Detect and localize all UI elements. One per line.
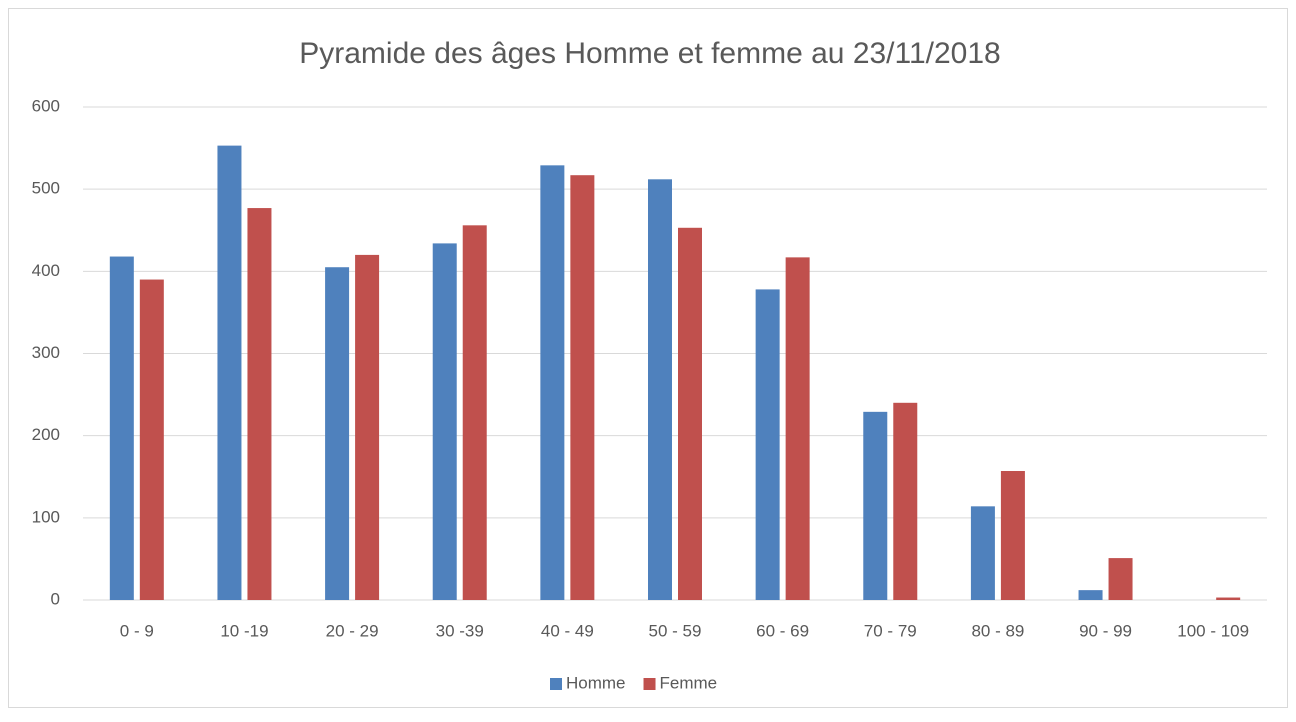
x-tick-label: 30 -39 [436, 621, 484, 640]
bar [139, 279, 164, 600]
y-tick-label: 600 [32, 96, 60, 115]
bar [648, 179, 672, 600]
bar [755, 289, 780, 600]
y-tick-label: 0 [51, 589, 60, 608]
bar [1000, 470, 1025, 600]
y-tick-label: 500 [32, 179, 60, 198]
x-tick-label: 20 - 29 [326, 621, 379, 640]
y-tick-label: 400 [32, 261, 60, 280]
x-tick-label: 40 - 49 [541, 621, 594, 640]
y-tick-label: 100 [32, 507, 60, 526]
bar [893, 402, 918, 600]
bar [109, 256, 134, 600]
bar [355, 254, 380, 600]
bar [247, 208, 272, 600]
chart-title: Pyramide des âges Homme et femme au 23/1… [299, 37, 1000, 70]
x-tick-label: 60 - 69 [756, 621, 809, 640]
legend-swatch [643, 678, 656, 690]
legend-label: Femme [660, 673, 718, 692]
bar [1078, 590, 1103, 600]
x-tick-label: 80 - 89 [971, 621, 1024, 640]
bar [462, 225, 487, 600]
bar [863, 411, 888, 600]
x-tick-label: 50 - 59 [649, 621, 702, 640]
bar [540, 165, 565, 601]
bar [785, 257, 810, 600]
x-tick-label: 100 - 109 [1177, 621, 1249, 640]
x-tick-label: 70 - 79 [864, 621, 917, 640]
x-tick-label: 10 -19 [220, 621, 268, 640]
x-tick-label: 0 - 9 [120, 621, 154, 640]
bar [217, 145, 242, 600]
bar [678, 227, 702, 600]
bar [325, 267, 350, 600]
legend-swatch [550, 678, 562, 690]
bar [1216, 597, 1241, 600]
x-tick-label: 90 - 99 [1079, 621, 1132, 640]
bar [570, 175, 595, 600]
bar [1108, 558, 1133, 600]
legend-label: Homme [566, 673, 626, 692]
bar [432, 243, 457, 600]
y-tick-label: 200 [32, 425, 60, 444]
y-tick-label: 300 [32, 343, 60, 362]
bar [970, 506, 995, 600]
